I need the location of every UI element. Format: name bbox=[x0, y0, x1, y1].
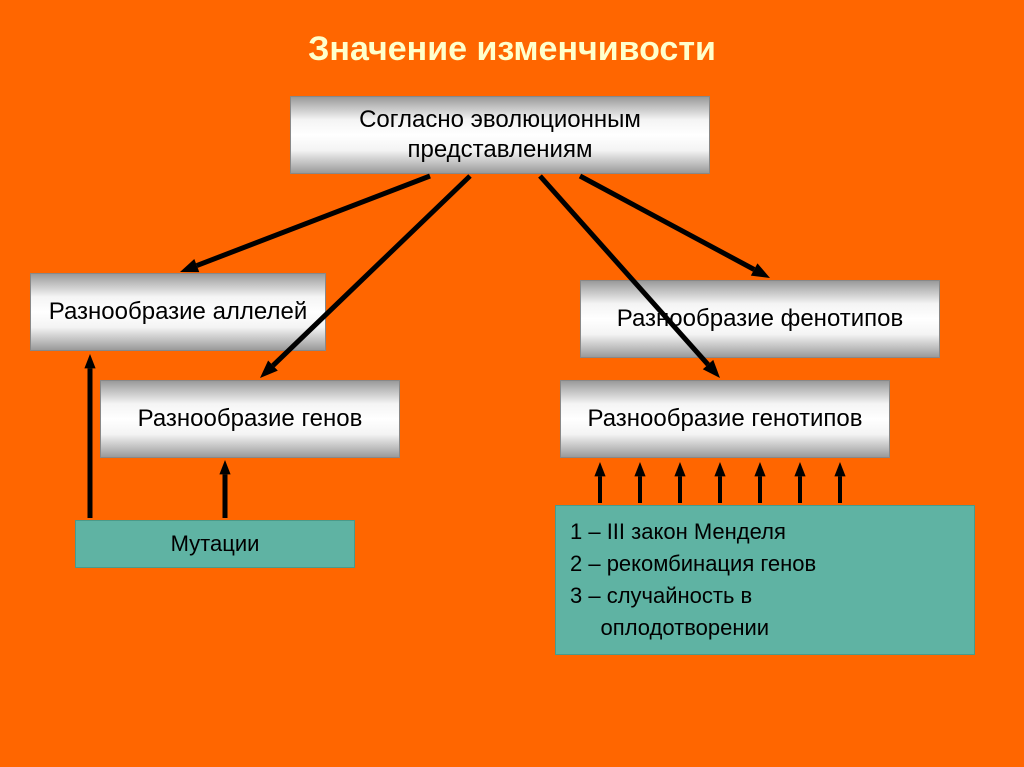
laws-line-4: оплодотворении bbox=[570, 612, 960, 644]
node-phenotypes: Разнообразие фенотипов bbox=[580, 280, 940, 358]
page-title: Значение изменчивости bbox=[0, 30, 1024, 69]
laws-line-1: 1 – III закон Менделя bbox=[570, 516, 960, 548]
node-top: Согласно эволюционным представлениям bbox=[290, 96, 710, 174]
node-alleles-label: Разнообразие аллелей bbox=[49, 297, 308, 327]
node-alleles: Разнообразие аллелей bbox=[30, 273, 326, 351]
node-mutations: Мутации bbox=[75, 520, 355, 568]
laws-line-3: 3 – случайность в bbox=[570, 580, 960, 612]
node-genes: Разнообразие генов bbox=[100, 380, 400, 458]
node-genotypes: Разнообразие генотипов bbox=[560, 380, 890, 458]
node-genes-label: Разнообразие генов bbox=[138, 404, 363, 434]
node-genotypes-label: Разнообразие генотипов bbox=[588, 404, 863, 434]
node-laws: 1 – III закон Менделя 2 – рекомбинация г… bbox=[555, 505, 975, 655]
laws-line-2: 2 – рекомбинация генов bbox=[570, 548, 960, 580]
node-phenotypes-label: Разнообразие фенотипов bbox=[617, 304, 904, 334]
node-top-label: Согласно эволюционным представлениям bbox=[291, 105, 709, 165]
node-mutations-label: Мутации bbox=[171, 528, 260, 560]
